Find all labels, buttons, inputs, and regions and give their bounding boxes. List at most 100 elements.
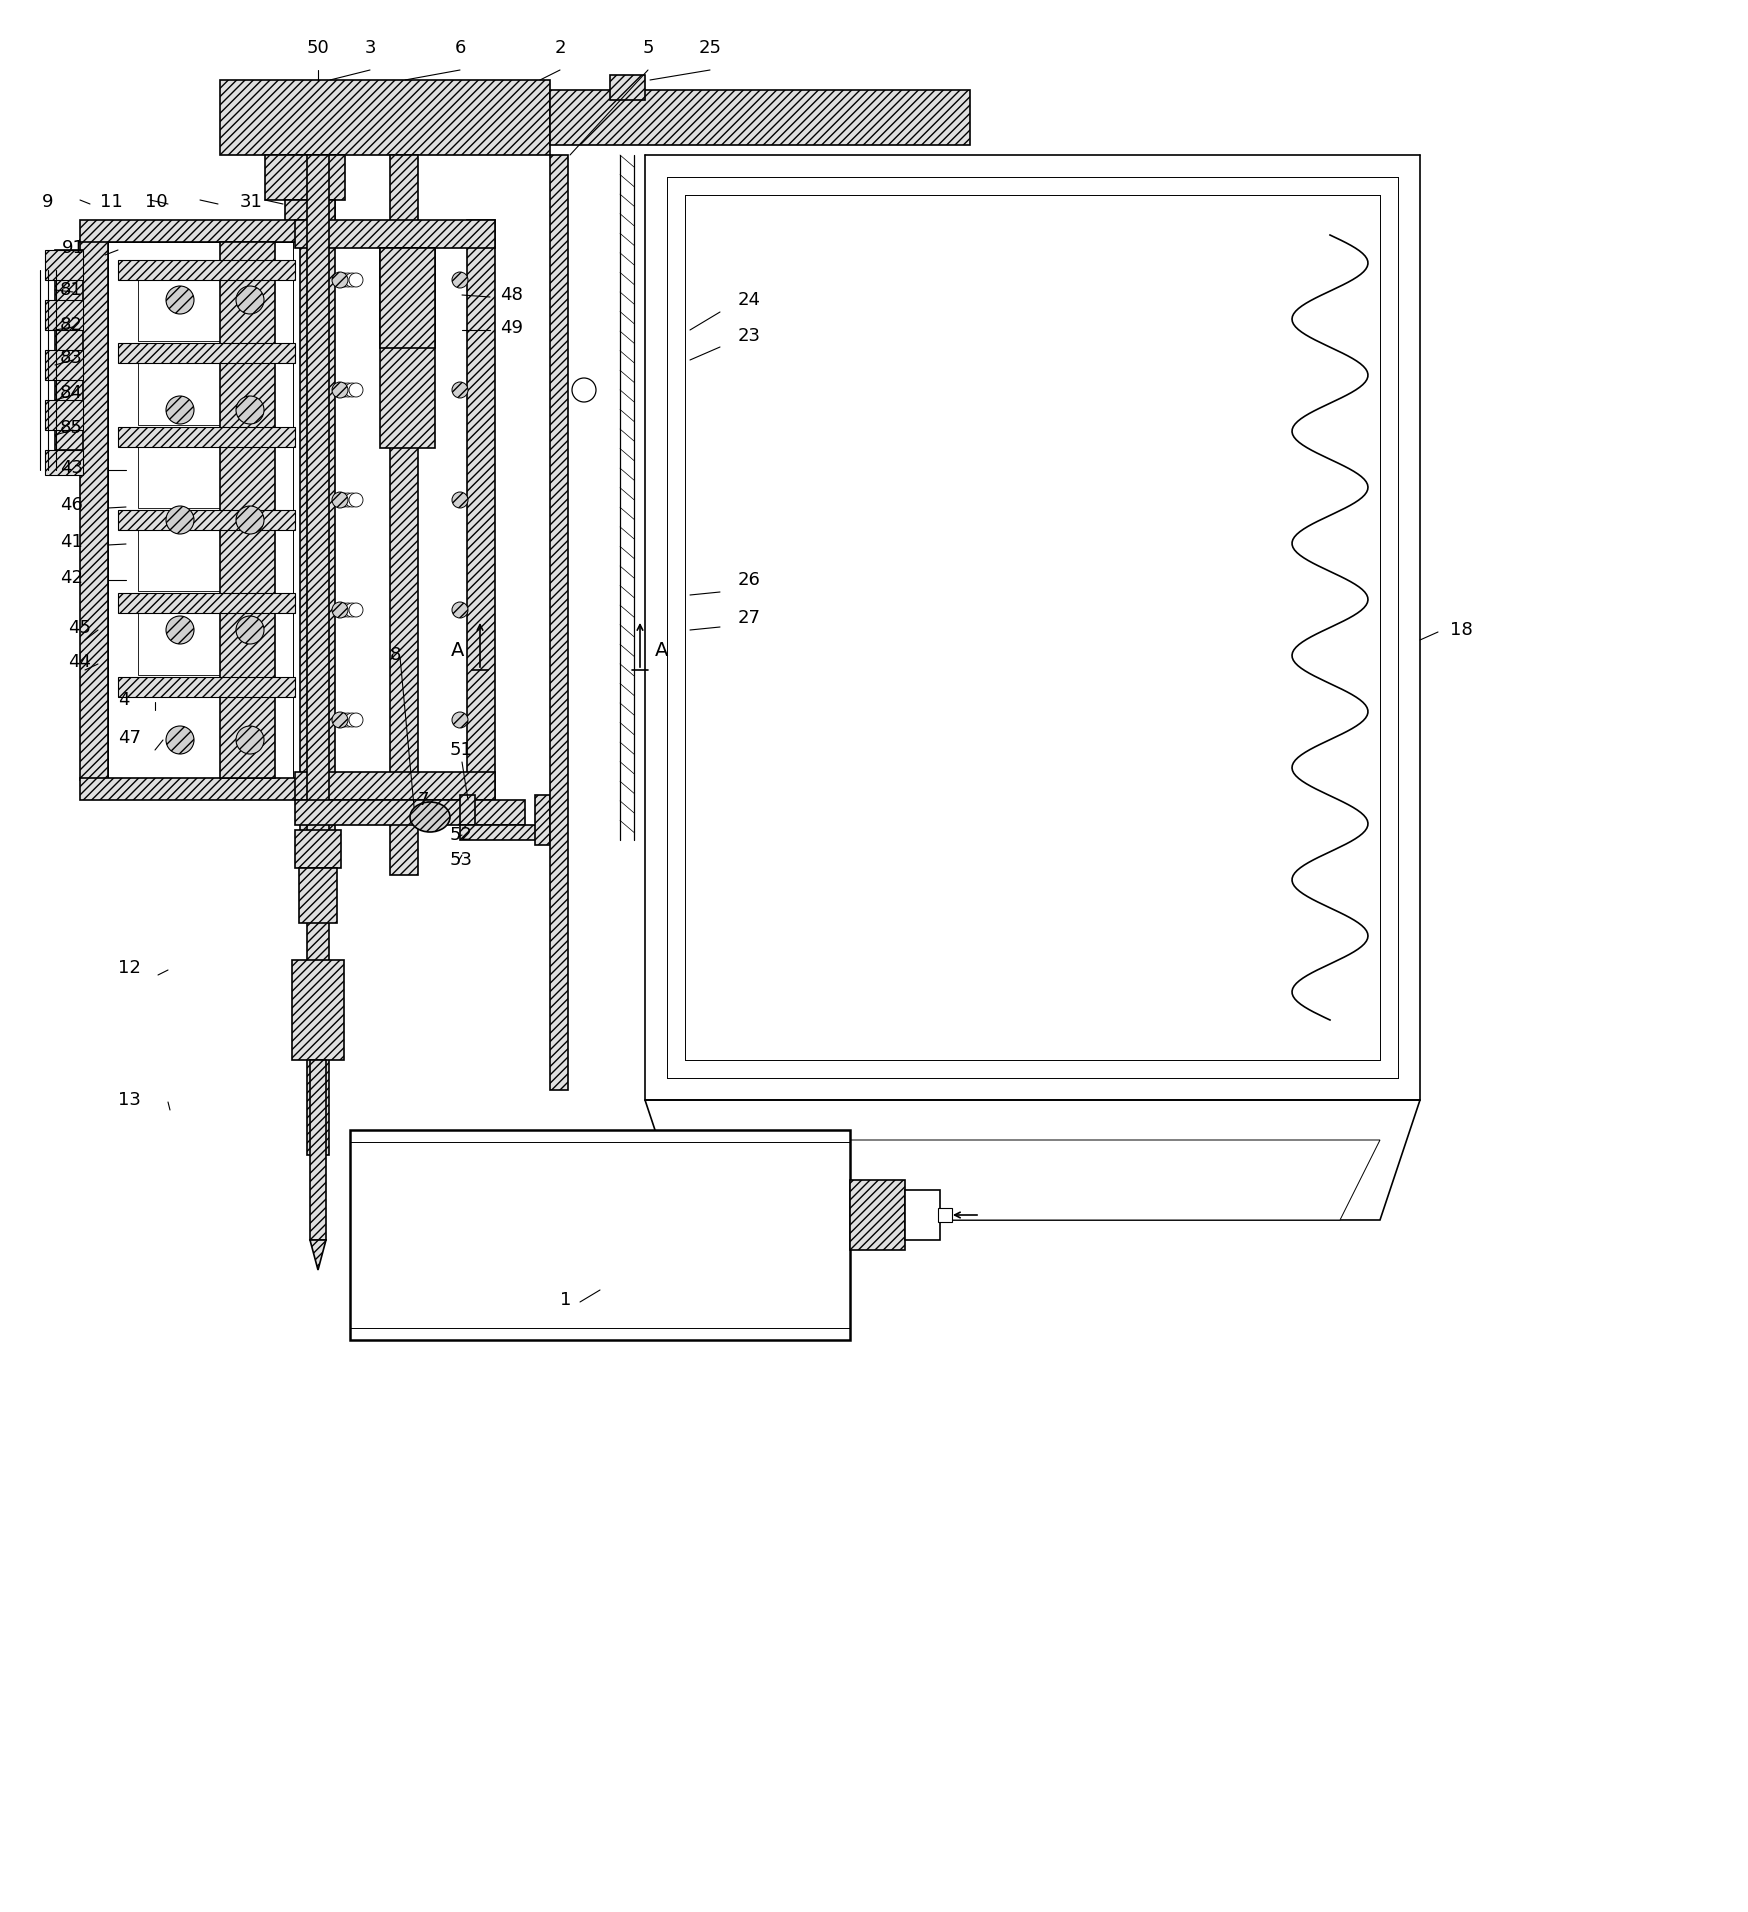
Text: 46: 46 bbox=[59, 495, 82, 514]
Text: 5: 5 bbox=[642, 38, 654, 57]
Circle shape bbox=[350, 493, 364, 507]
Circle shape bbox=[166, 616, 194, 644]
Text: A: A bbox=[656, 641, 668, 660]
Circle shape bbox=[332, 273, 346, 287]
Ellipse shape bbox=[409, 801, 449, 832]
Circle shape bbox=[344, 273, 358, 287]
Circle shape bbox=[341, 493, 355, 507]
Circle shape bbox=[236, 727, 264, 753]
Circle shape bbox=[337, 602, 351, 618]
Bar bbox=[350, 1130, 850, 1340]
Text: 51: 51 bbox=[449, 742, 472, 759]
Text: A: A bbox=[451, 641, 465, 660]
Circle shape bbox=[332, 713, 346, 727]
Text: 43: 43 bbox=[59, 459, 82, 476]
Bar bbox=[467, 220, 495, 799]
Bar bbox=[117, 344, 295, 363]
Circle shape bbox=[166, 287, 194, 314]
Circle shape bbox=[451, 491, 468, 509]
Circle shape bbox=[337, 493, 351, 507]
Bar bbox=[610, 75, 645, 99]
Circle shape bbox=[166, 396, 194, 424]
Bar bbox=[904, 1189, 939, 1241]
Text: 4: 4 bbox=[117, 690, 129, 709]
Text: 49: 49 bbox=[500, 319, 523, 337]
Text: 42: 42 bbox=[59, 570, 82, 587]
Circle shape bbox=[341, 382, 355, 398]
Circle shape bbox=[332, 711, 348, 728]
Circle shape bbox=[344, 713, 358, 727]
Bar bbox=[295, 772, 495, 799]
Circle shape bbox=[337, 382, 351, 398]
Bar bbox=[309, 1059, 325, 1241]
Bar bbox=[45, 250, 82, 279]
Bar bbox=[390, 155, 418, 876]
Text: 27: 27 bbox=[738, 610, 760, 627]
Bar bbox=[117, 511, 295, 530]
Bar bbox=[45, 400, 82, 430]
Bar bbox=[295, 830, 341, 868]
Bar bbox=[45, 449, 82, 474]
Text: 9: 9 bbox=[42, 193, 54, 210]
Text: 50: 50 bbox=[306, 38, 329, 57]
Bar bbox=[138, 279, 266, 342]
Circle shape bbox=[451, 711, 468, 728]
Text: 52: 52 bbox=[449, 826, 472, 843]
Circle shape bbox=[344, 493, 358, 507]
Bar bbox=[80, 241, 108, 780]
Bar bbox=[108, 243, 294, 778]
Bar bbox=[295, 220, 495, 249]
Circle shape bbox=[332, 602, 346, 618]
Circle shape bbox=[451, 602, 468, 618]
Bar bbox=[138, 363, 266, 424]
Text: 53: 53 bbox=[449, 851, 472, 868]
Bar bbox=[80, 778, 320, 799]
Circle shape bbox=[337, 713, 351, 727]
Bar bbox=[117, 593, 295, 614]
Circle shape bbox=[350, 713, 364, 727]
Text: 6: 6 bbox=[454, 38, 465, 57]
Text: 12: 12 bbox=[117, 960, 142, 977]
Circle shape bbox=[236, 287, 264, 314]
Text: 8: 8 bbox=[390, 646, 400, 663]
Polygon shape bbox=[685, 1140, 1379, 1220]
Circle shape bbox=[166, 507, 194, 533]
Text: 13: 13 bbox=[117, 1092, 142, 1109]
Bar bbox=[379, 249, 435, 348]
Bar bbox=[138, 530, 266, 591]
Text: 81: 81 bbox=[59, 281, 82, 298]
Text: 85: 85 bbox=[59, 419, 82, 438]
Bar bbox=[45, 350, 82, 380]
Bar bbox=[549, 90, 970, 145]
Bar bbox=[45, 300, 82, 331]
Text: 91: 91 bbox=[61, 239, 86, 256]
Bar bbox=[117, 426, 295, 447]
Circle shape bbox=[341, 713, 355, 727]
Bar bbox=[80, 220, 320, 243]
Text: 45: 45 bbox=[68, 619, 91, 637]
Circle shape bbox=[332, 491, 348, 509]
Bar bbox=[138, 447, 266, 509]
Bar bbox=[295, 799, 524, 824]
Circle shape bbox=[344, 382, 358, 398]
Text: 3: 3 bbox=[364, 38, 376, 57]
Bar bbox=[117, 677, 295, 696]
Bar bbox=[301, 155, 336, 876]
Circle shape bbox=[332, 272, 348, 289]
Bar bbox=[308, 155, 329, 1155]
Text: 82: 82 bbox=[59, 315, 82, 335]
Circle shape bbox=[236, 507, 264, 533]
Text: 7: 7 bbox=[418, 792, 430, 809]
Bar bbox=[460, 795, 475, 824]
Bar bbox=[937, 1208, 951, 1222]
Text: 26: 26 bbox=[738, 572, 760, 589]
Circle shape bbox=[451, 272, 468, 289]
Circle shape bbox=[332, 382, 346, 398]
Bar bbox=[220, 243, 274, 778]
Bar bbox=[266, 155, 344, 201]
Bar bbox=[138, 614, 266, 675]
Bar bbox=[850, 1180, 904, 1250]
Bar bbox=[379, 249, 435, 447]
Circle shape bbox=[341, 602, 355, 618]
Polygon shape bbox=[309, 1241, 325, 1270]
